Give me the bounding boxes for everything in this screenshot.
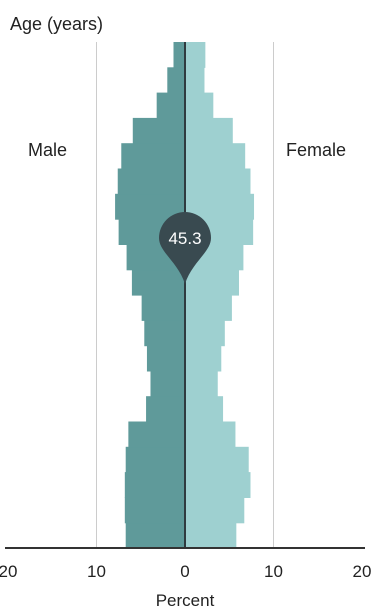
female-bar-11	[185, 269, 239, 296]
male-bar-7	[150, 370, 185, 397]
female-bar-9	[185, 320, 225, 347]
female-bar-5	[185, 421, 236, 448]
male-bar-16	[121, 143, 185, 170]
male-bar-18	[156, 92, 185, 119]
median-age-pin	[159, 212, 211, 284]
legend-male: Male	[28, 140, 67, 160]
x-tick-label-3: 0	[180, 562, 189, 581]
x-tick-label-4: 10	[264, 562, 283, 581]
male-bar-4	[125, 446, 185, 473]
male-bar-2	[124, 497, 185, 524]
male-bar-1	[125, 522, 185, 549]
y-axis-title: Age (years)	[10, 14, 103, 34]
male-bar-11	[131, 269, 185, 296]
male-bar-15	[117, 168, 185, 195]
x-tick-label-2: 10	[87, 562, 106, 581]
female-bar-8	[185, 345, 222, 372]
legend-female: Female	[286, 140, 346, 160]
female-bar-20	[185, 42, 206, 68]
male-bar-9	[144, 320, 185, 347]
x-tick-labels: 20 10 0 10 20	[0, 562, 371, 581]
male-bar-20	[173, 42, 185, 68]
male-bar-8	[146, 345, 185, 372]
male-bar-5	[128, 421, 185, 448]
female-bars	[185, 42, 255, 549]
female-bar-18	[185, 92, 214, 119]
female-bar-17	[185, 117, 233, 144]
male-bar-19	[167, 67, 185, 94]
x-axis-title: Percent	[156, 591, 215, 610]
female-bar-15	[185, 168, 251, 195]
x-tick-label-1: 20	[0, 562, 17, 581]
grid-lines	[96, 42, 274, 548]
male-bar-3	[124, 472, 185, 498]
male-bar-6	[146, 396, 185, 423]
median-age-label: 45.3	[168, 229, 201, 248]
female-bar-10	[185, 295, 232, 321]
male-bar-10	[141, 295, 185, 321]
male-bars	[115, 42, 185, 549]
female-bar-6	[185, 396, 224, 423]
median-age-marker: 45.3	[159, 212, 211, 284]
female-bar-2	[185, 497, 245, 524]
female-bar-16	[185, 143, 246, 170]
male-bar-17	[132, 117, 185, 144]
female-bar-3	[185, 472, 251, 498]
female-bar-19	[185, 67, 205, 94]
female-bar-4	[185, 446, 249, 473]
female-bar-1	[185, 522, 237, 549]
x-tick-label-5: 20	[353, 562, 372, 581]
female-bar-7	[185, 370, 218, 397]
